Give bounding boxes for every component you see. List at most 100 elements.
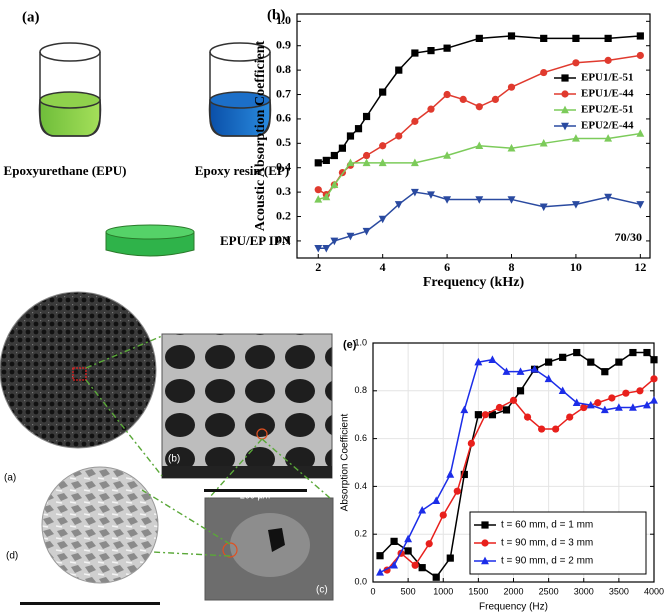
marker: [390, 538, 397, 545]
marker: [376, 552, 383, 559]
marker: [587, 359, 594, 366]
marker: [443, 91, 450, 98]
legend-label: EPU1/E-51: [581, 72, 634, 84]
marker: [622, 390, 629, 397]
marker: [395, 67, 402, 74]
beaker-label: Epoxyurethane (EPU): [4, 163, 127, 178]
marker: [650, 396, 658, 404]
marker: [379, 216, 387, 224]
marker: [503, 406, 510, 413]
x-tick-label: 2500: [539, 586, 559, 596]
marker: [419, 564, 426, 571]
marker: [636, 201, 644, 209]
marker: [339, 145, 346, 152]
y-tick-label: 0.8: [276, 62, 291, 76]
marker: [418, 506, 426, 514]
y-tick-label: 0.1: [276, 233, 291, 247]
marker: [510, 397, 517, 404]
legend-label: t = 60 mm, d = 1 mm: [501, 520, 593, 531]
chart: 0.10.20.30.40.50.60.70.80.91.024681012Fr…: [253, 7, 650, 290]
legend-marker: [481, 539, 488, 546]
x-tick-label: 1500: [468, 586, 488, 596]
legend-marker: [561, 74, 568, 81]
legend-label: t = 90 mm, d = 3 mm: [501, 538, 593, 549]
marker: [637, 52, 644, 59]
x-tick-label: 4: [380, 260, 386, 274]
legend-marker: [481, 521, 488, 528]
y-tick-label: 0.7: [276, 86, 291, 100]
legend-label: EPU2/E-51: [581, 104, 634, 116]
marker: [629, 349, 636, 356]
page: {"illustration": {"panel_label": "(a)", …: [0, 0, 665, 614]
x-tick-label: 0: [370, 586, 375, 596]
x-tick-label: 1000: [433, 586, 453, 596]
marker: [643, 401, 651, 409]
marker: [447, 555, 454, 562]
y-tick-label: 0.4: [354, 481, 367, 491]
marker: [347, 132, 354, 139]
y-tick-label: 0.3: [276, 184, 291, 198]
x-axis-title: Frequency (kHz): [423, 275, 525, 290]
marker: [355, 125, 362, 132]
x-tick-label: 2000: [503, 586, 523, 596]
y-tick-label: 0.2: [354, 529, 367, 539]
y-tick-label: 0.4: [276, 159, 291, 173]
marker: [427, 47, 434, 54]
y-tick-label: 0.6: [276, 111, 291, 125]
marker: [636, 387, 643, 394]
x-tick-label: 4000: [644, 586, 664, 596]
marker: [492, 96, 499, 103]
marker: [405, 547, 412, 554]
marker: [376, 568, 384, 576]
marker: [476, 103, 483, 110]
marker: [395, 132, 402, 139]
marker: [404, 535, 412, 543]
marker: [488, 355, 496, 363]
chart: 0.00.20.40.60.81.00500100015002000250030…: [340, 337, 664, 612]
sem-label: (d): [6, 551, 18, 562]
marker: [379, 88, 386, 95]
marker: [460, 96, 467, 103]
marker: [454, 488, 461, 495]
panel-label: (a): [22, 9, 40, 25]
marker: [605, 57, 612, 64]
y-tick-label: 0.8: [354, 385, 367, 395]
marker: [524, 413, 531, 420]
y-tick-label: 0.0: [354, 576, 367, 586]
marker: [315, 186, 322, 193]
marker: [601, 368, 608, 375]
marker: [615, 359, 622, 366]
ipn-disc: [106, 225, 194, 256]
scale-label: 40 µm: [77, 603, 102, 613]
annotation: 70/30: [615, 230, 642, 244]
marker: [540, 69, 547, 76]
legend-label: EPU1/E-44: [581, 88, 634, 100]
marker: [508, 32, 515, 39]
marker: [594, 399, 601, 406]
panel-label: (b): [267, 7, 285, 23]
marker: [540, 35, 547, 42]
marker: [363, 113, 370, 120]
sem-images: [0, 292, 333, 605]
marker: [545, 359, 552, 366]
sem-label: (c): [316, 585, 328, 596]
y-tick-label: 0.2: [276, 208, 291, 222]
marker: [637, 32, 644, 39]
marker: [379, 142, 386, 149]
marker: [426, 540, 433, 547]
marker: [508, 84, 515, 91]
legend-label: t = 90 mm, d = 2 mm: [501, 556, 593, 567]
marker: [552, 425, 559, 432]
sem-label: (a): [4, 473, 16, 484]
marker: [476, 35, 483, 42]
x-tick-label: 3500: [609, 586, 629, 596]
marker: [572, 59, 579, 66]
y-axis-title: Acoustic Absorption Coefficient: [253, 40, 268, 231]
marker: [608, 394, 615, 401]
marker: [496, 404, 503, 411]
x-tick-label: 6: [444, 260, 450, 274]
legend: t = 60 mm, d = 1 mm t = 90 mm, d = 3 mm t …: [470, 512, 646, 574]
x-tick-label: 12: [634, 260, 646, 274]
marker: [517, 387, 524, 394]
marker: [636, 129, 644, 137]
